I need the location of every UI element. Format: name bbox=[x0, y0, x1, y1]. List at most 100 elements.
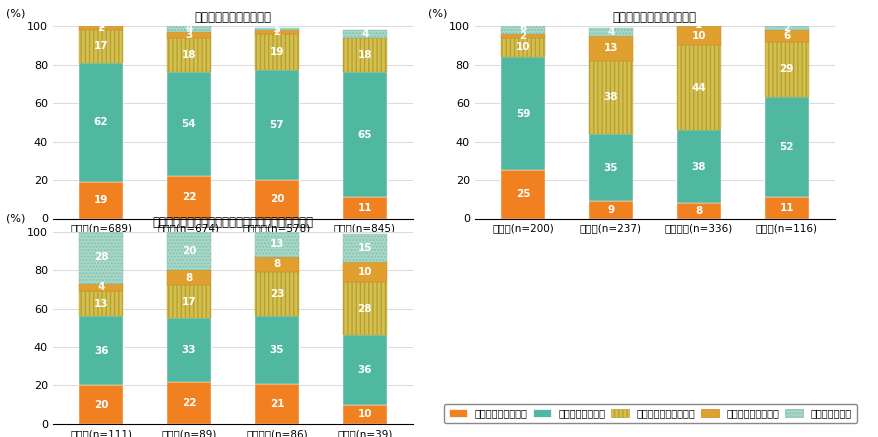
Text: 54: 54 bbox=[182, 119, 196, 129]
Text: 10: 10 bbox=[515, 42, 529, 52]
Bar bbox=[588, 61, 632, 134]
Bar bbox=[167, 38, 211, 73]
Bar bbox=[588, 28, 632, 36]
Text: 28: 28 bbox=[94, 252, 108, 262]
Bar bbox=[342, 30, 386, 38]
Bar bbox=[167, 176, 211, 218]
Text: 17: 17 bbox=[182, 297, 196, 307]
Text: 1: 1 bbox=[97, 20, 104, 30]
Bar bbox=[764, 26, 808, 30]
Bar bbox=[676, 24, 720, 26]
Bar bbox=[676, 45, 720, 130]
Text: 13: 13 bbox=[270, 239, 284, 249]
Text: 13: 13 bbox=[603, 43, 617, 53]
Bar bbox=[255, 257, 299, 272]
Text: 15: 15 bbox=[357, 243, 371, 253]
Text: 25: 25 bbox=[515, 190, 529, 199]
Text: 6: 6 bbox=[519, 23, 526, 33]
Bar bbox=[342, 405, 386, 424]
Bar bbox=[500, 170, 544, 218]
Text: 36: 36 bbox=[94, 346, 108, 356]
Bar bbox=[342, 262, 386, 281]
Bar bbox=[342, 198, 386, 218]
Bar bbox=[79, 24, 123, 26]
Bar bbox=[342, 38, 386, 73]
Bar bbox=[255, 30, 299, 34]
Bar bbox=[167, 382, 211, 424]
Text: 2: 2 bbox=[97, 23, 104, 33]
Bar bbox=[764, 198, 808, 218]
Bar bbox=[342, 336, 386, 405]
Bar bbox=[79, 182, 123, 218]
Bar bbox=[79, 291, 123, 316]
Text: 10: 10 bbox=[357, 267, 371, 277]
Text: 22: 22 bbox=[182, 398, 196, 408]
Text: 20: 20 bbox=[182, 246, 196, 256]
Bar bbox=[588, 36, 632, 61]
Legend: とても不安を感じる, やや不安を感じる, あまり不安を感じない, 全く不安を感じない, よく分からない: とても不安を感じる, やや不安を感じる, あまり不安を感じない, 全く不安を感じ… bbox=[444, 404, 855, 423]
Bar bbox=[79, 30, 123, 63]
Text: 36: 36 bbox=[357, 365, 371, 375]
Text: 18: 18 bbox=[357, 50, 371, 60]
Text: 10: 10 bbox=[691, 31, 705, 41]
Text: 23: 23 bbox=[270, 289, 284, 299]
Bar bbox=[79, 63, 123, 182]
Text: 22: 22 bbox=[182, 192, 196, 202]
Bar bbox=[500, 22, 544, 34]
Title: 「提供を認識している」: 「提供を認識している」 bbox=[194, 10, 271, 24]
Text: 20: 20 bbox=[94, 400, 108, 409]
Bar bbox=[676, 130, 720, 203]
Bar bbox=[79, 385, 123, 424]
Bar bbox=[500, 34, 544, 38]
Bar bbox=[588, 201, 632, 218]
Text: 4: 4 bbox=[607, 27, 614, 37]
Text: 17: 17 bbox=[94, 42, 108, 52]
Text: 35: 35 bbox=[603, 163, 617, 173]
Bar bbox=[342, 73, 386, 198]
Bar bbox=[764, 97, 808, 198]
Text: 10: 10 bbox=[357, 409, 371, 419]
Text: 11: 11 bbox=[357, 203, 371, 213]
Text: 33: 33 bbox=[182, 345, 196, 355]
Text: (%): (%) bbox=[428, 9, 447, 18]
Text: 29: 29 bbox=[779, 65, 793, 74]
Bar bbox=[764, 42, 808, 97]
Text: 9: 9 bbox=[607, 205, 614, 215]
Bar bbox=[255, 34, 299, 70]
Text: 20: 20 bbox=[270, 194, 284, 204]
Text: 19: 19 bbox=[270, 47, 284, 57]
Bar bbox=[676, 203, 720, 218]
Bar bbox=[676, 26, 720, 45]
Text: 2: 2 bbox=[519, 31, 526, 41]
Title: 「サービスやアプリケーションを利用していない」: 「サービスやアプリケーションを利用していない」 bbox=[152, 216, 313, 229]
Text: 44: 44 bbox=[691, 83, 705, 93]
Bar bbox=[500, 57, 544, 170]
Text: 3: 3 bbox=[185, 30, 192, 40]
Text: 18: 18 bbox=[182, 50, 196, 60]
Bar bbox=[79, 230, 123, 284]
Text: 4: 4 bbox=[97, 282, 104, 292]
Text: 2: 2 bbox=[273, 27, 280, 37]
Text: 8: 8 bbox=[185, 273, 192, 283]
Bar bbox=[255, 272, 299, 316]
Title: 「提供を認識していない」: 「提供を認識していない」 bbox=[612, 10, 696, 24]
Text: (%): (%) bbox=[6, 214, 25, 224]
Text: 65: 65 bbox=[357, 130, 371, 140]
Text: 35: 35 bbox=[270, 345, 284, 355]
Bar bbox=[342, 233, 386, 262]
Text: (%): (%) bbox=[6, 9, 25, 18]
Text: 11: 11 bbox=[779, 203, 793, 213]
Bar bbox=[167, 24, 211, 32]
Bar bbox=[167, 232, 211, 270]
Bar bbox=[167, 32, 211, 38]
Text: 1: 1 bbox=[273, 24, 280, 34]
Bar bbox=[588, 134, 632, 201]
Text: 52: 52 bbox=[779, 142, 793, 153]
Bar bbox=[342, 281, 386, 336]
Text: 4: 4 bbox=[185, 23, 192, 33]
Bar bbox=[255, 180, 299, 218]
Bar bbox=[167, 318, 211, 382]
Text: 21: 21 bbox=[270, 399, 284, 409]
Text: 57: 57 bbox=[270, 120, 284, 130]
Bar bbox=[79, 316, 123, 385]
